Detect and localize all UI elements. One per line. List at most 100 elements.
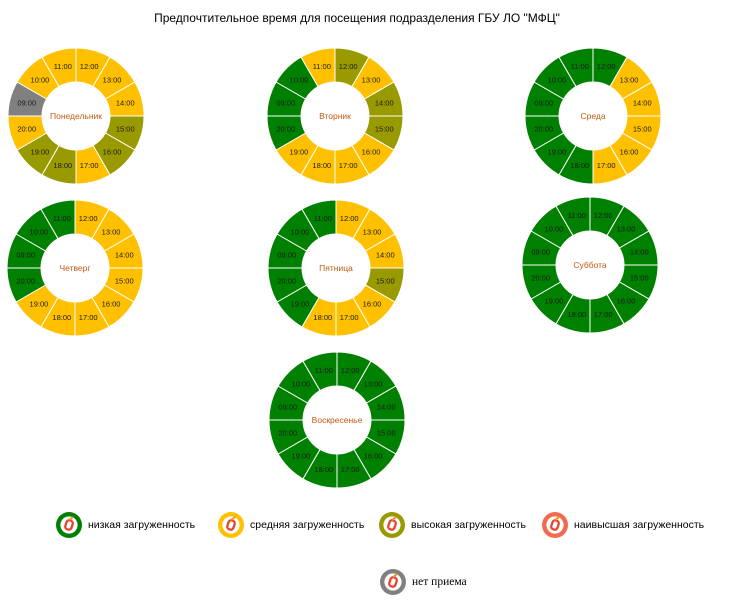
segment-hour-label: 12:00 — [341, 366, 360, 375]
segment-hour-label: 20:00 — [534, 125, 553, 134]
segment-hour-label: 19:00 — [291, 300, 310, 309]
segment-hour-label: 14:00 — [376, 250, 395, 259]
segment-hour-label: 15:00 — [633, 125, 652, 134]
segment-hour-label: 14:00 — [375, 98, 394, 107]
segment-hour-label: 11:00 — [315, 366, 333, 375]
legend-item-highest-load: наивысшая загруженность — [542, 512, 704, 538]
legend-label: наивысшая загруженность — [574, 519, 705, 531]
segment-hour-label: 12:00 — [594, 211, 613, 220]
segment-hour-label: 12:00 — [597, 62, 616, 71]
donut-chart-tuesday: 09:00 10:00 11:00 12:00 13:00 14:00 15:00 16:00… — [266, 47, 404, 185]
segment-hour-label: 17:00 — [594, 310, 613, 319]
donut-center-label: Понедельник — [50, 111, 102, 121]
segment-hour-label: 14:00 — [633, 98, 652, 107]
donut-center-label: Четверг — [60, 263, 91, 273]
segment-hour-label: 17:00 — [80, 161, 99, 170]
donut-segment — [266, 115, 307, 151]
segment-hour-label: 12:00 — [339, 62, 358, 71]
segment-hour-label: 20:00 — [17, 125, 36, 134]
segment-hour-label: 13:00 — [362, 75, 381, 84]
segment-hour-label: 19:00 — [290, 148, 309, 157]
segment-hour-label: 18:00 — [567, 310, 586, 319]
donut-segment — [267, 267, 308, 303]
segment-hour-label: 16:00 — [620, 148, 639, 157]
segment-hour-label: 17:00 — [340, 313, 359, 322]
segment-hour-label: 15:00 — [115, 277, 134, 286]
segment-hour-label: 12:00 — [79, 214, 98, 223]
donut-chart-friday: 09:00 10:00 11:00 12:00 13:00 14:00 15:00 16:00… — [267, 199, 405, 337]
donut-segment — [268, 419, 309, 455]
segment-hour-label: 15:00 — [375, 125, 394, 134]
donut-chart-wednesday: 09:00 10:00 11:00 12:00 13:00 14:00 15:00 16:00… — [524, 47, 662, 185]
segment-hour-label: 10:00 — [545, 224, 564, 233]
segment-hour-label: 16:00 — [617, 297, 636, 306]
segment-hour-label: 20:00 — [16, 277, 35, 286]
segment-hour-label: 17:00 — [341, 465, 360, 474]
segment-hour-label: 13:00 — [102, 227, 121, 236]
segment-hour-label: 09:00 — [16, 250, 35, 259]
legend-item-medium-load: средняя загруженность — [218, 512, 364, 538]
segment-hour-label: 12:00 — [340, 214, 359, 223]
segment-hour-label: 14:00 — [377, 402, 396, 411]
segment-hour-label: 09:00 — [531, 247, 550, 256]
segment-hour-label: 20:00 — [278, 429, 297, 438]
segment-hour-label: 10:00 — [292, 379, 311, 388]
segment-hour-label: 11:00 — [313, 62, 331, 71]
segment-hour-label: 15:00 — [630, 274, 649, 283]
segment-hour-label: 20:00 — [531, 274, 550, 283]
page-title: Предпочтительное время для посещения под… — [154, 11, 560, 25]
segment-hour-label: 09:00 — [276, 98, 295, 107]
legend-label: низкая загруженность — [88, 519, 196, 531]
segment-hour-label: 20:00 — [277, 277, 296, 286]
segment-hour-label: 13:00 — [620, 75, 639, 84]
donut-center-label: Среда — [580, 111, 605, 121]
segment-hour-label: 15:00 — [377, 429, 396, 438]
segment-hour-label: 13:00 — [617, 224, 636, 233]
segment-hour-label: 10:00 — [548, 75, 567, 84]
segment-hour-label: 09:00 — [278, 402, 297, 411]
segment-hour-label: 18:00 — [52, 313, 71, 322]
mfc-logo-icon — [56, 512, 82, 538]
segment-hour-label: 14:00 — [116, 98, 135, 107]
segment-hour-label: 16:00 — [103, 148, 122, 157]
segment-hour-label: 19:00 — [548, 148, 567, 157]
segment-hour-label: 16:00 — [363, 300, 382, 309]
legend-item-low-load: низкая загруженность — [56, 512, 195, 538]
segment-hour-label: 10:00 — [290, 75, 309, 84]
segment-hour-label: 09:00 — [17, 98, 36, 107]
segment-hour-label: 19:00 — [31, 148, 50, 157]
segment-hour-label: 11:00 — [314, 214, 332, 223]
legend-label: высокая загруженность — [411, 519, 527, 531]
segment-hour-label: 10:00 — [30, 227, 49, 236]
donut-segment — [521, 264, 562, 300]
segment-hour-label: 15:00 — [376, 277, 395, 286]
segment-hour-label: 17:00 — [339, 161, 358, 170]
donut-center-label: Суббота — [573, 260, 607, 270]
segment-hour-label: 09:00 — [534, 98, 553, 107]
segment-hour-label: 14:00 — [115, 250, 134, 259]
donut-chart-sunday: 09:00 10:00 11:00 12:00 13:00 14:00 15:00 16:00… — [268, 351, 406, 489]
segment-hour-label: 11:00 — [54, 62, 72, 71]
donut-segment — [6, 267, 47, 303]
segment-hour-label: 18:00 — [53, 161, 72, 170]
segment-hour-label: 17:00 — [597, 161, 616, 170]
donut-chart-monday: 09:00 10:00 11:00 12:00 13:00 14:00 15:00 16:00… — [7, 47, 145, 185]
legend-item-no-service: нет приема — [380, 569, 467, 595]
segment-hour-label: 13:00 — [364, 379, 383, 388]
segment-hour-label: 19:00 — [545, 297, 564, 306]
segment-hour-label: 11:00 — [53, 214, 71, 223]
donut-chart-thursday: 09:00 10:00 11:00 12:00 13:00 14:00 15:00 16:00… — [6, 199, 144, 337]
mfc-logo-icon — [218, 512, 244, 538]
segment-hour-label: 10:00 — [31, 75, 50, 84]
donut-center-label: Пятница — [319, 263, 353, 273]
segment-hour-label: 12:00 — [80, 62, 99, 71]
segment-hour-label: 14:00 — [630, 247, 649, 256]
mfc-logo-icon — [379, 512, 405, 538]
segment-hour-label: 09:00 — [277, 250, 296, 259]
segment-hour-label: 18:00 — [312, 161, 331, 170]
segment-hour-label: 11:00 — [568, 211, 586, 220]
mfc-logo-icon — [542, 512, 568, 538]
segment-hour-label: 16:00 — [102, 300, 121, 309]
